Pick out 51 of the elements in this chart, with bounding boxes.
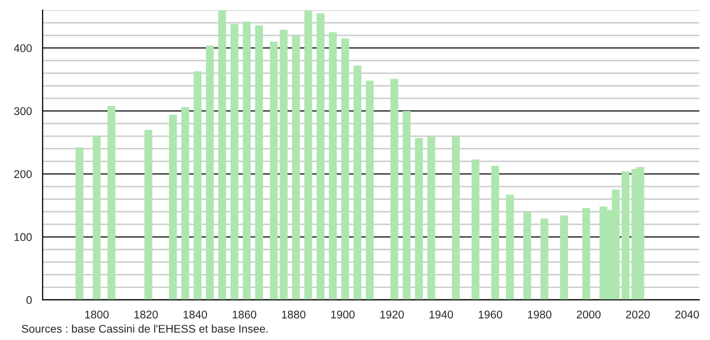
bar — [218, 10, 226, 300]
bar — [523, 212, 532, 300]
bar — [92, 136, 101, 300]
bar — [366, 80, 374, 300]
x-tick-label: 1860 — [232, 310, 256, 318]
bar — [506, 194, 514, 300]
bar — [230, 24, 238, 300]
bar — [390, 78, 398, 300]
x-tick-label: 1840 — [184, 310, 208, 318]
bar — [108, 106, 116, 300]
x-tick-label: 2000 — [576, 310, 601, 318]
source-note: Sources : base Cassini de l'EHESS et base Insee. — [22, 324, 268, 333]
bar — [255, 25, 263, 300]
x-tick-label: 1920 — [380, 310, 404, 318]
bar — [622, 171, 630, 300]
y-tick-label: 300 — [14, 107, 32, 116]
bar — [76, 147, 84, 300]
x-tick-label: 2020 — [626, 310, 650, 318]
x-tick-label: 1880 — [282, 310, 306, 318]
y-tick-label: 200 — [14, 170, 32, 178]
x-tick-label: 1900 — [331, 310, 355, 318]
bar — [242, 22, 251, 300]
bar — [560, 215, 568, 300]
y-tick-label: 100 — [14, 233, 32, 242]
bar — [354, 66, 362, 300]
y-tick-label: 400 — [14, 44, 32, 52]
bar — [328, 32, 337, 300]
bar — [415, 138, 423, 300]
x-tick-label: 1940 — [430, 310, 454, 318]
bar — [582, 208, 590, 300]
bar — [341, 38, 350, 300]
bar — [427, 136, 436, 300]
bar — [491, 166, 500, 300]
bar — [206, 45, 214, 300]
bar — [316, 13, 324, 300]
x-tick-label: 1960 — [478, 310, 502, 318]
bar — [292, 35, 300, 300]
bar — [452, 136, 460, 300]
bar — [181, 107, 190, 300]
bar — [540, 218, 548, 300]
y-tick-label: 0 — [26, 296, 32, 304]
bar — [402, 110, 411, 300]
bar — [304, 10, 312, 300]
bar — [472, 159, 480, 300]
x-tick-label: 2040 — [675, 310, 699, 318]
bar — [194, 71, 202, 300]
bar — [169, 114, 177, 300]
x-tick-label: 1800 — [85, 310, 109, 318]
bar — [144, 130, 152, 300]
x-tick-label: 1820 — [134, 310, 158, 318]
x-tick-label: 1980 — [528, 310, 552, 318]
